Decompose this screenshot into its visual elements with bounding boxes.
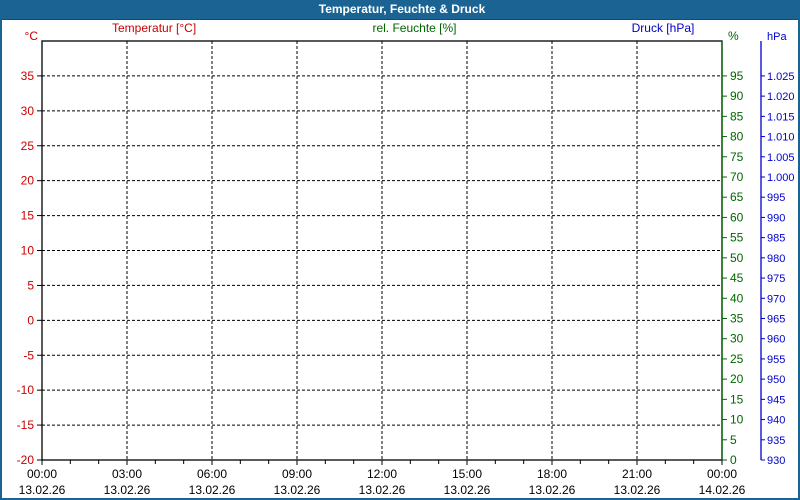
svg-text:995: 995: [767, 192, 785, 204]
svg-text:45: 45: [730, 271, 744, 285]
svg-text:85: 85: [730, 109, 744, 123]
svg-text:-5: -5: [23, 348, 34, 362]
svg-text:-20: -20: [17, 453, 35, 467]
svg-text:1.005: 1.005: [767, 152, 795, 164]
svg-text:13.02.26: 13.02.26: [614, 483, 661, 497]
svg-text:13.02.26: 13.02.26: [359, 483, 406, 497]
svg-text:955: 955: [767, 354, 785, 366]
svg-text:1.025: 1.025: [767, 71, 795, 83]
svg-text:80: 80: [730, 130, 744, 144]
svg-text:990: 990: [767, 212, 785, 224]
svg-text:%: %: [728, 29, 739, 43]
svg-text:°C: °C: [25, 29, 39, 43]
svg-text:10: 10: [21, 244, 35, 258]
svg-text:13.02.26: 13.02.26: [274, 483, 321, 497]
svg-text:09:00: 09:00: [282, 467, 312, 481]
svg-text:5: 5: [730, 433, 737, 447]
svg-text:12:00: 12:00: [367, 467, 397, 481]
svg-text:1.020: 1.020: [767, 91, 795, 103]
svg-text:14.02.26: 14.02.26: [699, 483, 746, 497]
svg-text:18:00: 18:00: [537, 467, 567, 481]
svg-text:1.010: 1.010: [767, 132, 795, 144]
svg-text:15:00: 15:00: [452, 467, 482, 481]
svg-text:03:00: 03:00: [112, 467, 142, 481]
svg-text:0: 0: [27, 313, 34, 327]
svg-text:55: 55: [730, 231, 744, 245]
svg-text:5: 5: [27, 278, 34, 292]
svg-text:930: 930: [767, 455, 785, 467]
svg-text:hPa: hPa: [767, 31, 787, 43]
svg-text:30: 30: [730, 332, 744, 346]
svg-text:30: 30: [21, 104, 35, 118]
svg-text:-15: -15: [17, 418, 35, 432]
svg-text:980: 980: [767, 253, 785, 265]
svg-text:960: 960: [767, 334, 785, 346]
svg-text:940: 940: [767, 415, 785, 427]
svg-text:90: 90: [730, 89, 744, 103]
svg-text:06:00: 06:00: [197, 467, 227, 481]
svg-text:-10: -10: [17, 383, 35, 397]
svg-text:35: 35: [21, 69, 35, 83]
svg-text:95: 95: [730, 69, 744, 83]
svg-text:21:00: 21:00: [622, 467, 652, 481]
svg-text:13.02.26: 13.02.26: [104, 483, 151, 497]
svg-text:970: 970: [767, 293, 785, 305]
svg-text:13.02.26: 13.02.26: [444, 483, 491, 497]
svg-text:20: 20: [21, 174, 35, 188]
svg-text:975: 975: [767, 273, 785, 285]
svg-text:60: 60: [730, 210, 744, 224]
svg-text:00:00: 00:00: [707, 467, 737, 481]
svg-text:65: 65: [730, 190, 744, 204]
svg-text:935: 935: [767, 435, 785, 447]
svg-text:1.000: 1.000: [767, 172, 795, 184]
svg-text:25: 25: [730, 352, 744, 366]
svg-text:75: 75: [730, 150, 744, 164]
svg-text:15: 15: [730, 392, 744, 406]
svg-text:945: 945: [767, 394, 785, 406]
svg-text:13.02.26: 13.02.26: [19, 483, 66, 497]
svg-text:13.02.26: 13.02.26: [529, 483, 576, 497]
svg-text:950: 950: [767, 374, 785, 386]
svg-text:40: 40: [730, 291, 744, 305]
svg-text:35: 35: [730, 312, 744, 326]
svg-text:965: 965: [767, 314, 785, 326]
svg-text:13.02.26: 13.02.26: [189, 483, 236, 497]
svg-text:15: 15: [21, 209, 35, 223]
svg-text:50: 50: [730, 251, 744, 265]
svg-text:10: 10: [730, 413, 744, 427]
svg-text:20: 20: [730, 372, 744, 386]
svg-text:985: 985: [767, 233, 785, 245]
svg-text:0: 0: [730, 453, 737, 467]
svg-text:25: 25: [21, 139, 35, 153]
svg-text:00:00: 00:00: [27, 467, 57, 481]
svg-text:70: 70: [730, 170, 744, 184]
svg-text:1.015: 1.015: [767, 111, 795, 123]
